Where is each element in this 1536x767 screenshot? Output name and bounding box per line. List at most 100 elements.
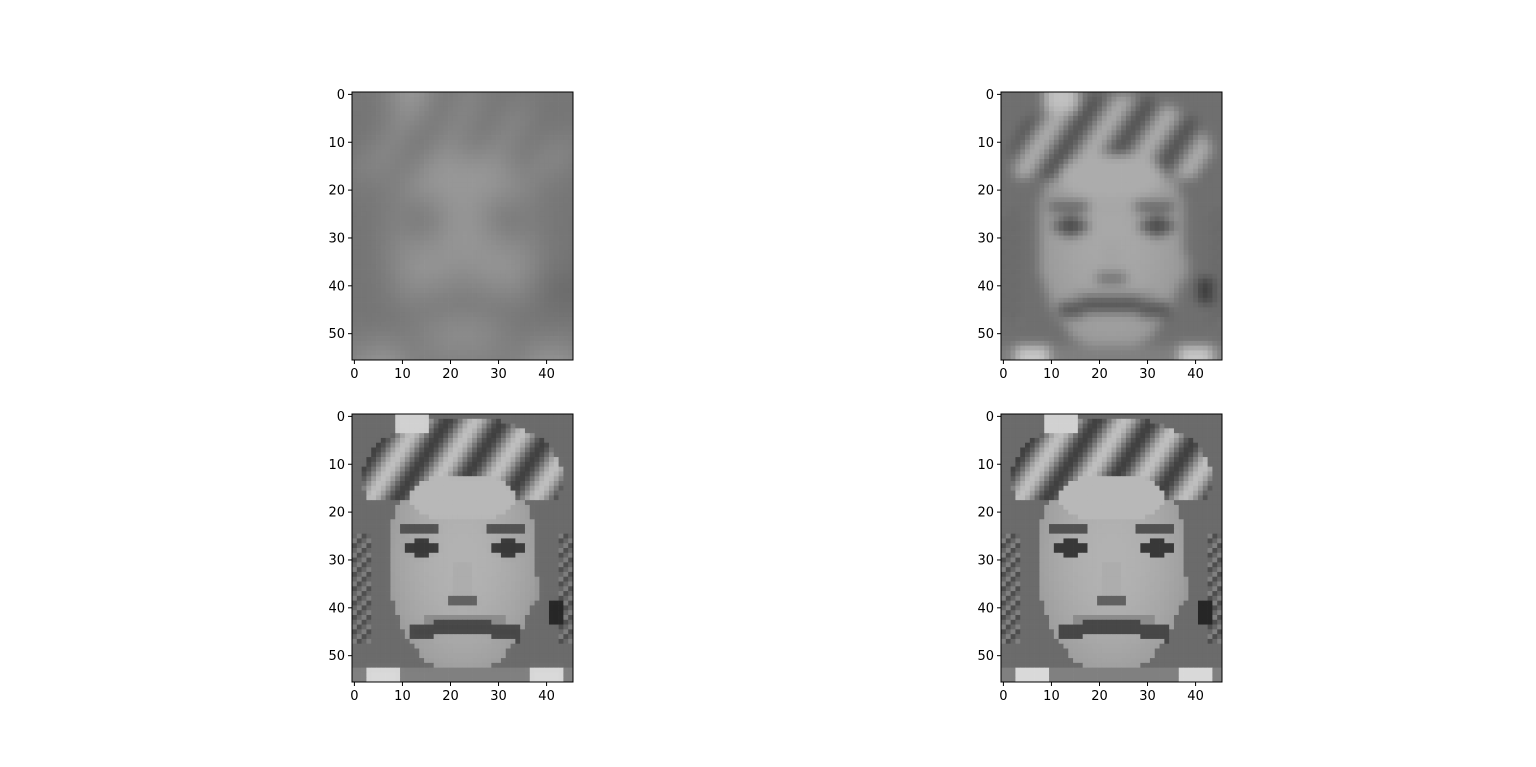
image-pixel (1135, 125, 1141, 131)
image-pixel (1125, 159, 1132, 165)
image-pixel (548, 168, 555, 174)
image-pixel (1116, 211, 1122, 217)
image-pixel (476, 350, 483, 356)
image-pixel (380, 240, 386, 246)
image-pixel (486, 316, 492, 323)
image-pixel (539, 173, 545, 179)
image-pixel (356, 187, 362, 193)
image-pixel (1034, 206, 1040, 212)
image-pixel (1001, 115, 1007, 122)
image-pixel (529, 216, 535, 222)
image-pixel (1039, 278, 1045, 284)
image-pixel (510, 340, 516, 346)
image-pixel (1049, 130, 1055, 136)
image-pixel (1068, 259, 1074, 265)
image-pixel (448, 269, 454, 275)
image-pixel (491, 130, 497, 136)
image-pixel (558, 235, 564, 241)
image-pixel (1025, 130, 1031, 136)
image-pixel (548, 230, 555, 236)
image-pixel (1164, 264, 1170, 270)
image-pixel (1178, 192, 1184, 198)
image-pixel (424, 144, 430, 150)
image-pixel (481, 288, 487, 294)
image-pixel (472, 163, 478, 169)
image-pixel (1154, 135, 1160, 141)
image-pixel (380, 168, 386, 174)
image-pixel (515, 168, 521, 174)
image-pixel (467, 230, 473, 236)
image-pixel (1010, 192, 1016, 198)
image-pixel (515, 259, 521, 265)
image-pixel (539, 249, 545, 256)
image-pixel (1077, 206, 1084, 212)
image-pixel (558, 139, 564, 145)
image-pixel (510, 226, 516, 232)
image-pixel (356, 278, 362, 284)
image-pixel (1020, 216, 1026, 222)
image-pixel (409, 226, 415, 232)
image-pixel (1063, 115, 1069, 122)
image-pixel (481, 321, 487, 327)
image-pixel (472, 249, 478, 256)
image-pixel (1140, 168, 1146, 174)
image-pixel (366, 355, 372, 361)
image-pixel (1183, 273, 1189, 279)
image-pixel (515, 149, 521, 155)
image-pixel (1116, 120, 1122, 126)
image-pixel (1116, 326, 1122, 332)
image-pixel (1169, 307, 1175, 313)
image-pixel (1077, 264, 1084, 270)
image-pixel (1130, 106, 1136, 112)
image-pixel (1044, 111, 1050, 117)
image-pixel (1101, 307, 1108, 313)
image-pixel (1005, 154, 1011, 160)
image-pixel (500, 326, 507, 332)
image-pixel (548, 125, 555, 131)
image-pixel (462, 144, 468, 150)
image-pixel (1154, 216, 1160, 222)
image-pixel (400, 163, 406, 169)
image-pixel (1125, 202, 1132, 208)
image-pixel (1207, 293, 1213, 299)
image-pixel (1197, 269, 1204, 275)
image-pixel (1116, 288, 1122, 294)
image-pixel (366, 226, 372, 232)
image-pixel (1015, 259, 1021, 265)
image-pixel (1169, 293, 1175, 299)
image-pixel (1106, 245, 1112, 251)
image-pixel (1193, 221, 1199, 227)
image-pixel (424, 187, 430, 193)
image-pixel (457, 211, 463, 217)
image-pixel (1106, 278, 1112, 284)
image-pixel (1188, 101, 1194, 107)
image-pixel (1183, 168, 1189, 174)
image-pixel (433, 144, 439, 150)
image-pixel (472, 92, 478, 98)
image-pixel (544, 316, 550, 323)
image-pixel (1140, 202, 1146, 208)
image-pixel (462, 125, 468, 131)
image-pixel (462, 120, 468, 126)
image-pixel (1092, 182, 1098, 189)
image-pixel (539, 216, 545, 222)
image-pixel (376, 316, 382, 323)
image-pixel (1097, 120, 1103, 126)
image-pixel (1025, 120, 1031, 126)
image-pixel (1130, 206, 1136, 212)
image-pixel (419, 278, 425, 284)
image-pixel (428, 254, 435, 260)
image-pixel (467, 307, 473, 313)
image-pixel (1197, 264, 1204, 270)
image-pixel (385, 350, 391, 356)
image-pixel (544, 288, 550, 294)
image-pixel (352, 226, 358, 232)
image-pixel (1207, 216, 1213, 222)
image-pixel (371, 130, 377, 136)
image-pixel (448, 254, 454, 260)
image-pixel (1164, 278, 1170, 284)
image-pixel (1183, 307, 1189, 313)
image-pixel (1140, 254, 1146, 260)
image-pixel (563, 302, 569, 308)
